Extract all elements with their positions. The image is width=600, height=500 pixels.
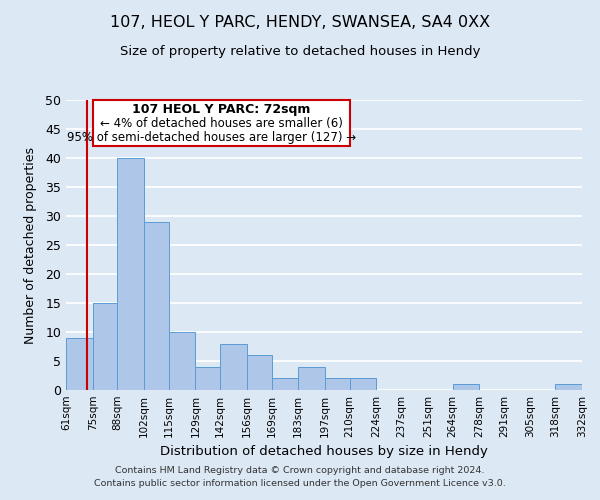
Bar [556, 384, 582, 390]
Y-axis label: Number of detached properties: Number of detached properties [24, 146, 37, 344]
Text: Contains HM Land Registry data © Crown copyright and database right 2024.
Contai: Contains HM Land Registry data © Crown c… [94, 466, 506, 487]
Bar [247, 355, 272, 390]
Bar [452, 384, 479, 390]
Bar [66, 338, 92, 390]
Bar [272, 378, 298, 390]
Text: 95% of semi-detached houses are larger (127) →: 95% of semi-detached houses are larger (… [67, 130, 356, 143]
Bar [350, 378, 376, 390]
X-axis label: Distribution of detached houses by size in Hendy: Distribution of detached houses by size … [160, 446, 488, 458]
Text: 107, HEOL Y PARC, HENDY, SWANSEA, SA4 0XX: 107, HEOL Y PARC, HENDY, SWANSEA, SA4 0X… [110, 15, 490, 30]
Bar [325, 378, 350, 390]
Bar [92, 303, 118, 390]
Text: ← 4% of detached houses are smaller (6): ← 4% of detached houses are smaller (6) [100, 116, 343, 130]
Bar [196, 367, 220, 390]
Bar [144, 222, 169, 390]
Bar [169, 332, 196, 390]
Bar [298, 367, 325, 390]
Text: 107 HEOL Y PARC: 72sqm: 107 HEOL Y PARC: 72sqm [132, 103, 310, 116]
Bar [220, 344, 247, 390]
Bar [92, 100, 350, 146]
Bar [118, 158, 144, 390]
Text: Size of property relative to detached houses in Hendy: Size of property relative to detached ho… [120, 45, 480, 58]
